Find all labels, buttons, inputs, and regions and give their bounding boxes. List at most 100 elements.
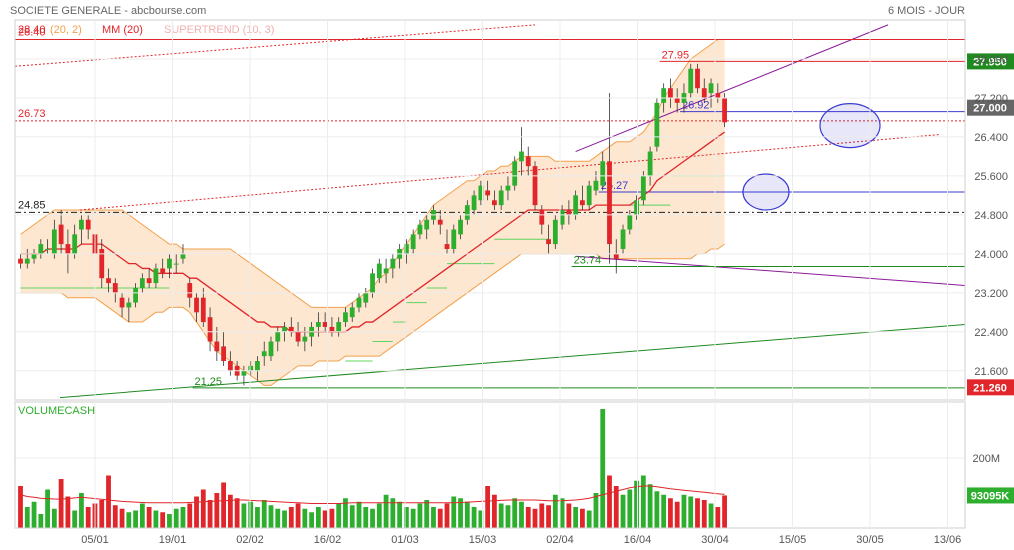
volume-bar	[403, 507, 409, 528]
volume-bar	[126, 512, 132, 528]
candle-body	[383, 268, 389, 274]
support-trendline	[59, 323, 966, 399]
volume-bar	[525, 507, 531, 528]
volume-bar	[512, 498, 518, 528]
candle-body	[51, 229, 57, 254]
volume-bar	[620, 494, 626, 528]
candle-body	[546, 239, 551, 245]
candle-body	[295, 331, 301, 342]
candle-body	[18, 258, 23, 264]
candle-body	[322, 322, 328, 327]
volume-bar	[51, 508, 57, 528]
volume-bar	[255, 507, 260, 528]
volume-bar	[695, 498, 700, 528]
volume-bar	[437, 508, 443, 528]
period-label: 6 MOIS - JOUR	[888, 5, 965, 17]
candle-body	[458, 219, 463, 235]
volume-bar	[634, 480, 639, 528]
volume-bar	[275, 508, 281, 528]
volume-tick-label: 200M	[972, 453, 1000, 465]
price-tick-label: 21.600	[974, 366, 1008, 378]
volume-bar	[444, 503, 450, 528]
volume-bar	[417, 503, 423, 528]
candle-body	[600, 161, 606, 186]
volume-bar	[627, 489, 633, 528]
volume-bar	[187, 503, 193, 528]
candle-body	[241, 370, 247, 376]
candle-body	[370, 273, 375, 293]
candle-body	[349, 307, 355, 318]
candle-body	[119, 297, 125, 308]
time-tick-label: 16/02	[314, 534, 342, 546]
price-tick-label: 28.000	[974, 54, 1008, 66]
volume-bar	[261, 500, 267, 528]
candle-body	[573, 195, 579, 215]
price-tick-label: 25.600	[974, 171, 1008, 183]
volume-bar	[248, 501, 254, 528]
candle-body	[85, 219, 91, 230]
volume-bar	[79, 493, 84, 528]
volume-bar	[498, 503, 504, 528]
time-tick-label: 02/02	[236, 534, 264, 546]
highlight-circle	[742, 173, 790, 211]
price-badge-label: 21.260	[973, 382, 1007, 394]
volume-bar	[519, 501, 524, 528]
volume-bar	[478, 510, 484, 528]
candle-body	[268, 341, 274, 357]
volume-bar	[397, 501, 403, 528]
candle-body	[72, 234, 78, 254]
candle-body	[437, 219, 443, 225]
price-line-label: 26.73	[18, 108, 46, 120]
volume-bar	[72, 510, 78, 528]
candle-body	[444, 244, 450, 249]
price-badge-label: 27.950	[973, 56, 1007, 68]
candle-body	[376, 263, 382, 279]
candle-body	[647, 151, 653, 176]
volume-panel-frame	[14, 401, 966, 529]
volume-bar	[194, 496, 199, 528]
volume-bar	[546, 505, 551, 528]
chart-axes: 28.000 27.200 26.400 25.600 24.800 24.000 23.2…	[14, 19, 1008, 546]
candle-body	[492, 200, 497, 206]
volume-bar	[573, 507, 579, 528]
candle-body	[363, 292, 369, 303]
candle-body	[613, 253, 619, 259]
candle-body	[214, 341, 220, 352]
volume-bar	[701, 500, 707, 528]
volume-bar	[234, 498, 240, 528]
channel-upper-line	[575, 24, 889, 153]
candle-body	[356, 297, 362, 308]
candle-body	[464, 205, 470, 220]
candle-body	[580, 200, 585, 206]
price-tick-label: 23.200	[974, 288, 1008, 300]
candle-body	[24, 258, 30, 264]
volume-bar	[160, 512, 166, 528]
price-badge	[967, 99, 1014, 116]
volume-bar	[153, 510, 159, 528]
volume-bar	[668, 498, 673, 528]
candle-body	[31, 253, 37, 259]
indicator-legend: 28.40 (20, 2) MM (20) SUPERTREND (10, 3)	[18, 24, 274, 36]
candle-body	[302, 336, 308, 342]
candle-body	[485, 190, 491, 196]
candle-body	[403, 244, 409, 254]
volume-bar	[112, 505, 118, 528]
volume-bar	[119, 508, 125, 528]
volume-bar	[688, 496, 694, 528]
volume-bar	[580, 508, 585, 528]
volume-title: VOLUMECASH	[18, 405, 95, 417]
volume-bar	[566, 503, 572, 528]
volume-bar	[18, 486, 23, 528]
volume-bar	[99, 500, 105, 528]
volume-bar	[458, 498, 463, 528]
candle-body	[255, 361, 260, 371]
resistance-dotted-trendline	[14, 24, 536, 67]
volume-bar	[31, 501, 37, 528]
volume-ma-line	[20, 485, 725, 504]
legend-bollinger: (20, 2)	[50, 24, 82, 36]
volume-bar	[173, 508, 179, 528]
time-tick-label: 15/03	[469, 534, 497, 546]
candle-body	[79, 219, 84, 230]
volume-bar	[167, 514, 172, 528]
volume-bar	[613, 486, 619, 528]
